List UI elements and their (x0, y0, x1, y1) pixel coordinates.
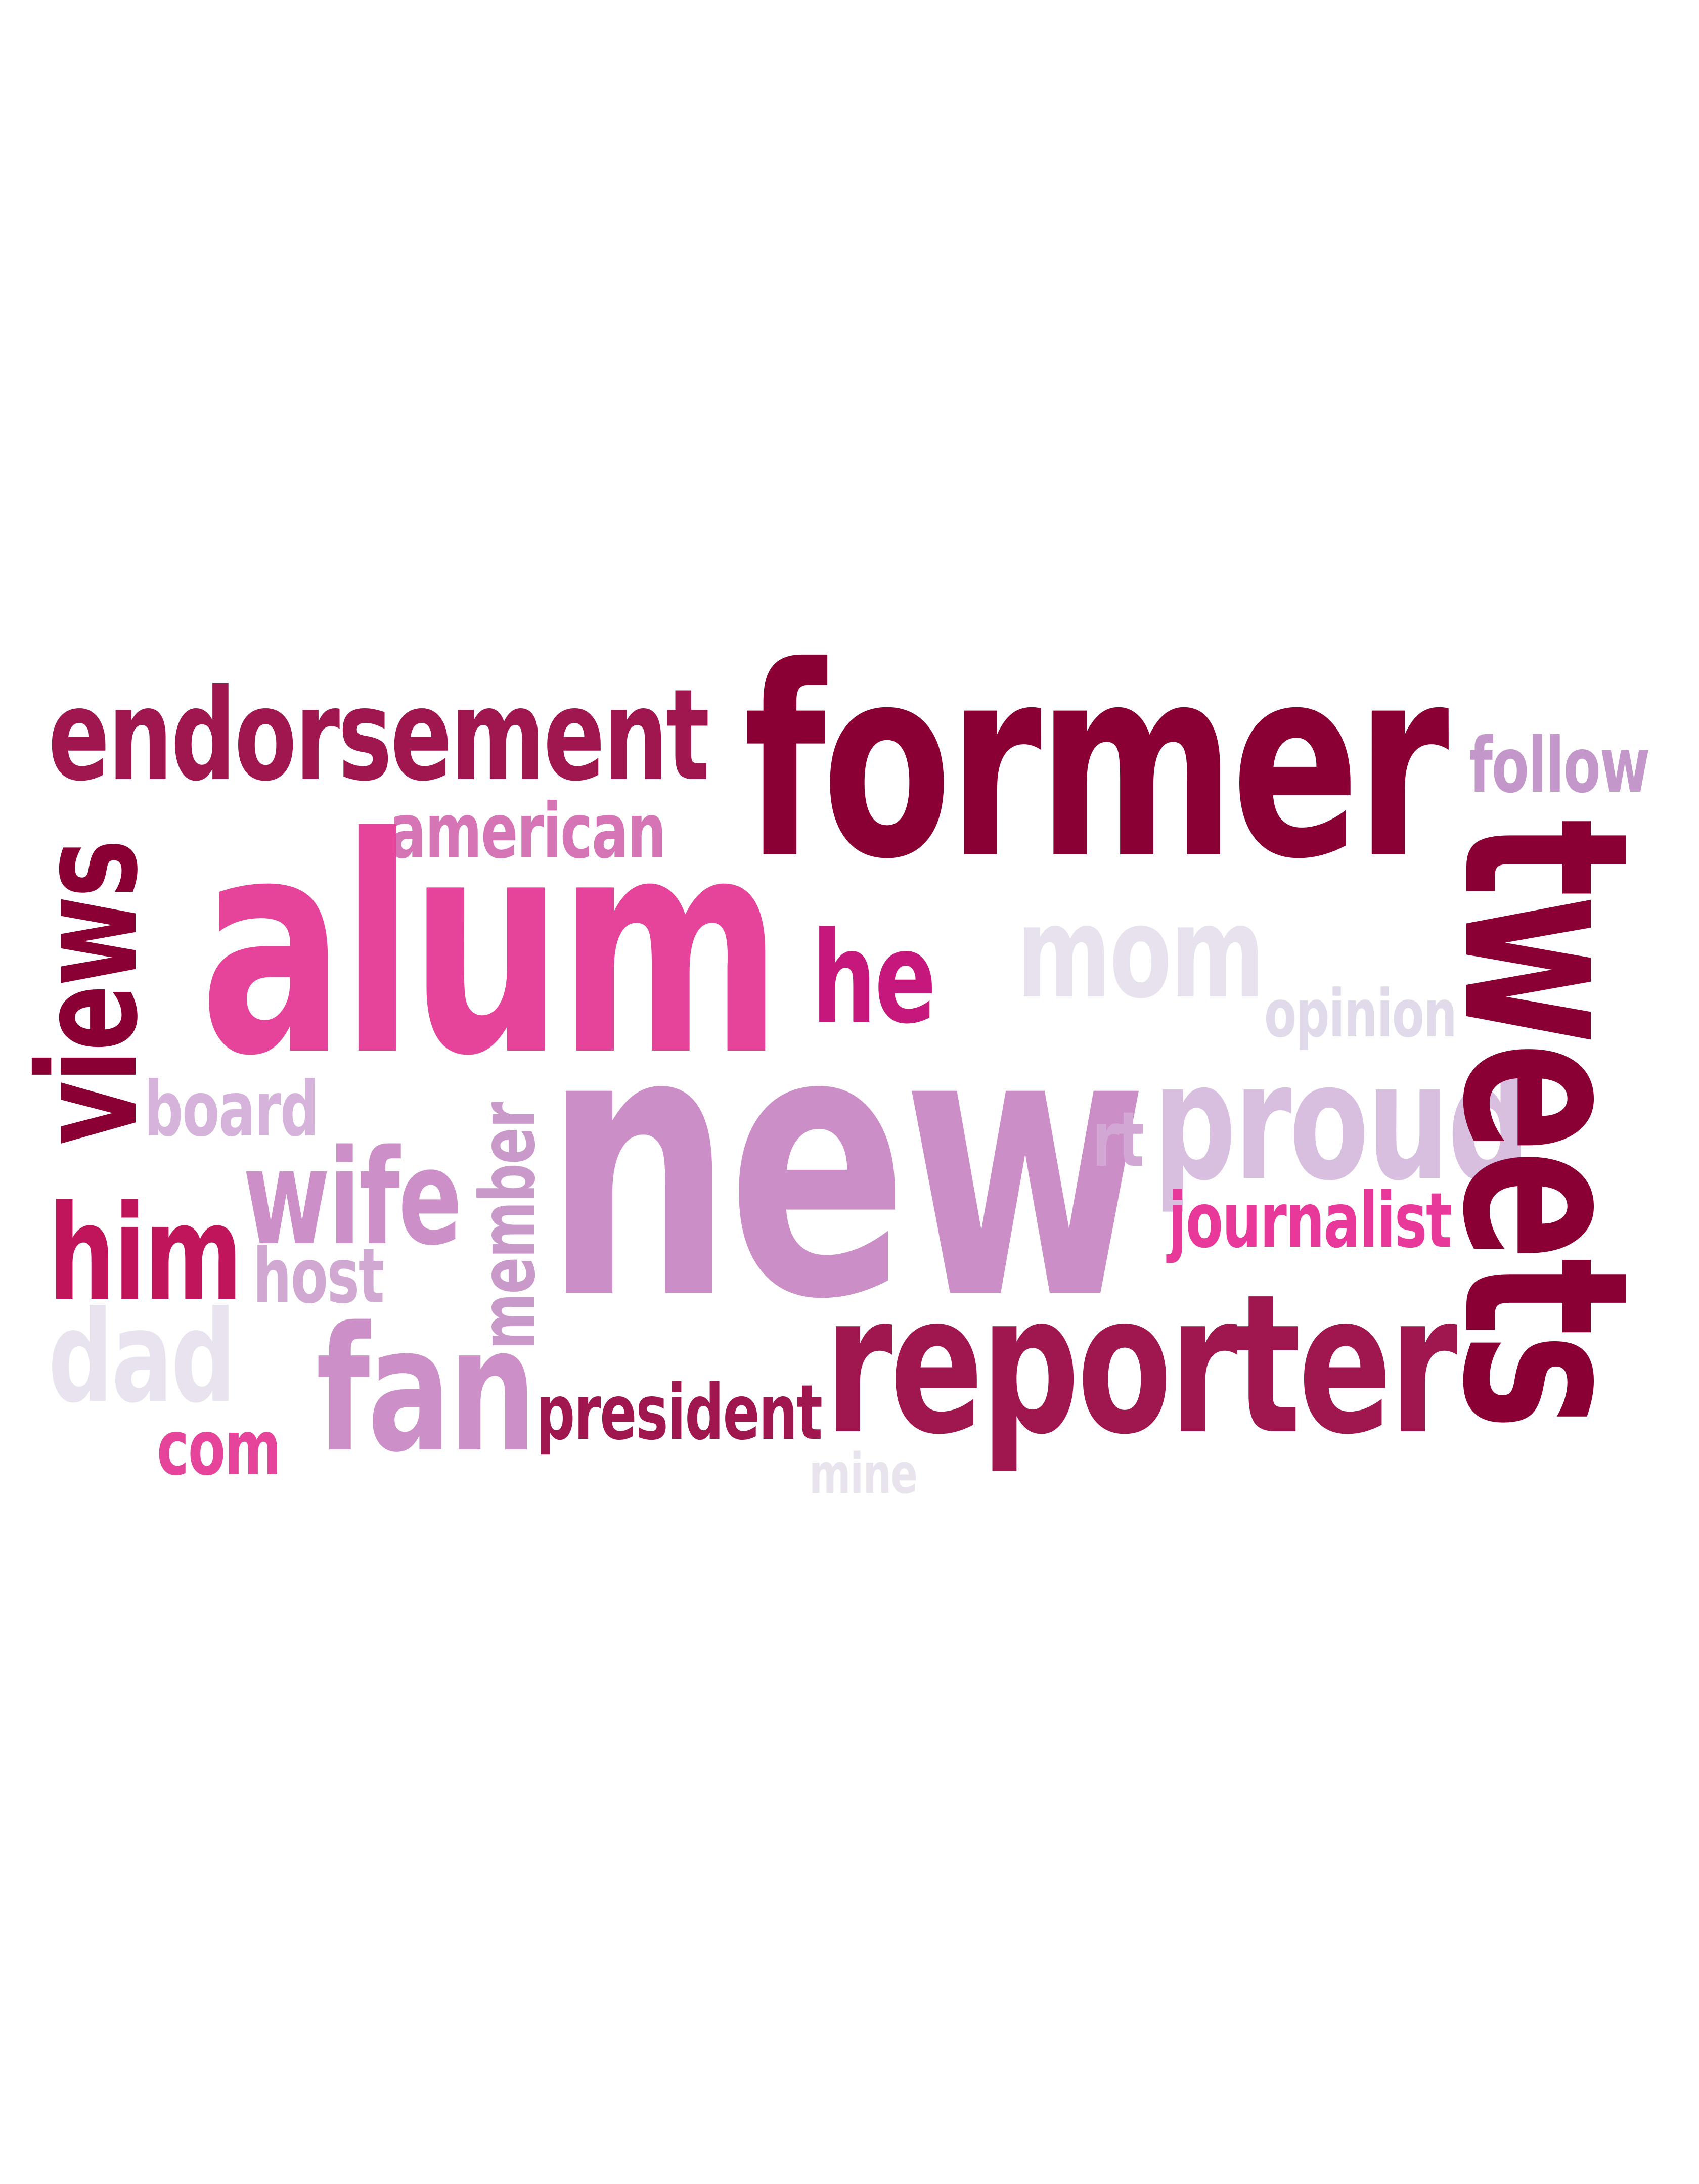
word-opinion: opinion (1264, 975, 1457, 1052)
word-follow: follow (1469, 722, 1650, 810)
word-fan: fan (316, 1290, 536, 1490)
word-board: board (144, 1066, 319, 1154)
word-wife: wife (243, 1122, 462, 1275)
word-american: american (389, 788, 666, 876)
word-host: host (253, 1233, 385, 1321)
word-former: former (743, 610, 1449, 917)
word-com: com (157, 1404, 281, 1492)
word-alum: alum (200, 774, 782, 1121)
word-he: he (812, 904, 936, 1052)
word-dad: dad (48, 1284, 236, 1431)
word-tweets: tweets (1412, 819, 1677, 1427)
word-journalist: journalist (1168, 1177, 1452, 1265)
word-views: views (9, 841, 168, 1145)
word-mom: mom (1016, 879, 1265, 1026)
word-president: president (536, 1369, 823, 1457)
word-reporter: reporter (824, 1253, 1457, 1477)
word-him: him (48, 1177, 243, 1330)
word-endorsement: endorsement (48, 662, 710, 809)
word-mine: mine (809, 1441, 918, 1506)
word-proud: proud (1153, 1028, 1531, 1216)
word-rt: rt (1092, 1096, 1144, 1184)
word-new: new (544, 950, 1148, 1380)
